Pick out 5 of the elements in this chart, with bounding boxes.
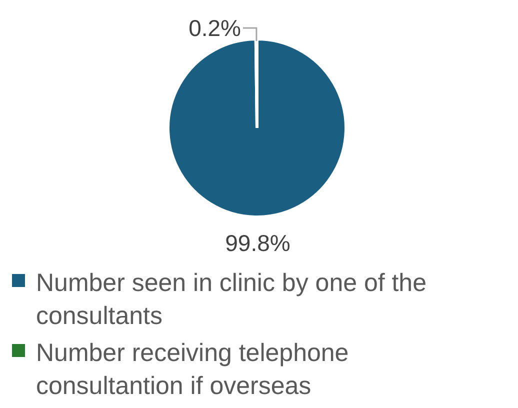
data-label: 0.2% bbox=[188, 15, 241, 42]
pie-slice bbox=[166, 38, 348, 218]
legend-label: Number receiving telephone consultantion if overseas bbox=[36, 338, 349, 400]
legend-label: Number seen in clinic by one of the consultants bbox=[36, 268, 426, 330]
data-label: 99.8% bbox=[225, 230, 290, 256]
